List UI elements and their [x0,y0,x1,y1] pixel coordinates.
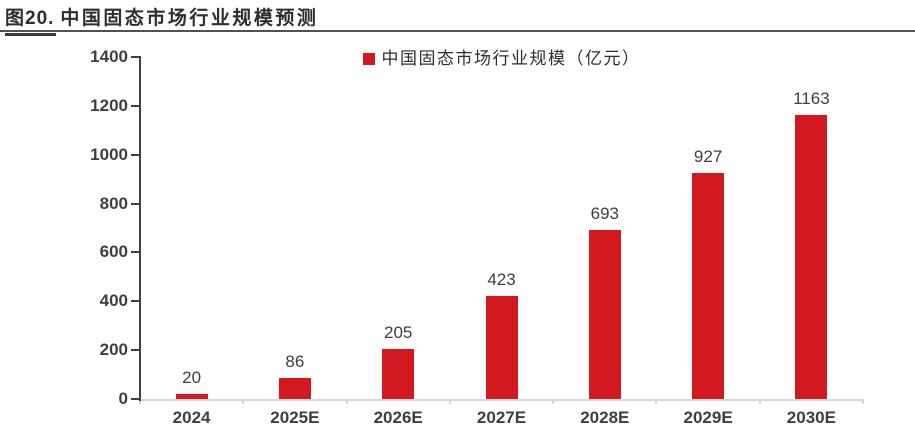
x-axis-tick [139,399,141,404]
y-axis-tick-label: 800 [99,193,128,213]
y-axis-line [139,56,141,401]
bar-2025E [278,378,311,399]
y-axis-tick-label: 1000 [90,144,128,164]
x-axis-tick [242,399,245,404]
y-axis-tick-label: 0 [118,389,128,408]
x-axis-tick [448,399,451,404]
bar-2027E [485,295,518,399]
x-axis-category-label-2028E: 2028E [580,408,630,427]
chart-legend: 中国固态市场行业规模（亿元） [140,49,863,69]
bar-2026E [382,348,415,399]
y-axis-tick-label: 1400 [90,47,128,66]
y-axis-tick [131,104,139,107]
x-axis-tick [552,399,555,404]
figure-header: 图20. 中国固态市场行业规模预测 [0,0,915,36]
y-axis-tick [131,153,139,156]
y-axis-tick [131,56,139,58]
bar-value-label-2029E: 927 [693,146,723,166]
x-axis-tick [655,399,658,404]
bar-2029E [692,172,725,399]
x-axis-line [140,399,863,401]
y-axis-tick-label: 1200 [90,95,128,115]
x-axis-category-label-2024: 2024 [172,408,211,427]
bar-value-label-2025E: 86 [285,352,305,371]
bar-value-label-2024: 20 [182,368,202,388]
y-axis-tick [131,300,139,303]
legend-label: 中国固态市场行业规模（亿元） [381,49,641,68]
bar-value-label-2026E: 205 [384,322,413,342]
x-axis-category-label-2030E: 2030E [786,408,836,427]
bar-value-label-2028E: 693 [590,203,619,223]
x-axis-category-label-2025E: 2025E [270,408,320,427]
x-axis-tick [758,399,761,404]
y-axis-tick [131,398,139,400]
y-axis-tick-label: 200 [99,340,128,360]
bar-2030E [795,114,828,399]
x-axis-category-label-2029E: 2029E [683,408,733,427]
bar-2028E [588,229,621,399]
bar-2024 [175,394,208,399]
x-axis-category-label-2026E: 2026E [373,408,423,427]
y-axis-tick-label: 400 [99,291,128,311]
x-axis-tick [345,399,348,404]
y-axis-tick [131,349,139,352]
y-axis-tick [131,202,139,205]
y-axis-tick-label: 600 [99,242,128,262]
legend-color-swatch [362,53,375,65]
x-axis-tick [862,399,864,404]
figure-title: 中国固态市场行业规模预测 [60,8,319,29]
figure-number: 图20. [5,0,57,36]
x-axis-category-label-2027E: 2027E [476,408,527,427]
bar-value-label-2030E: 1163 [793,88,830,108]
y-axis-tick [131,251,139,254]
bar-value-label-2027E: 423 [487,269,516,289]
